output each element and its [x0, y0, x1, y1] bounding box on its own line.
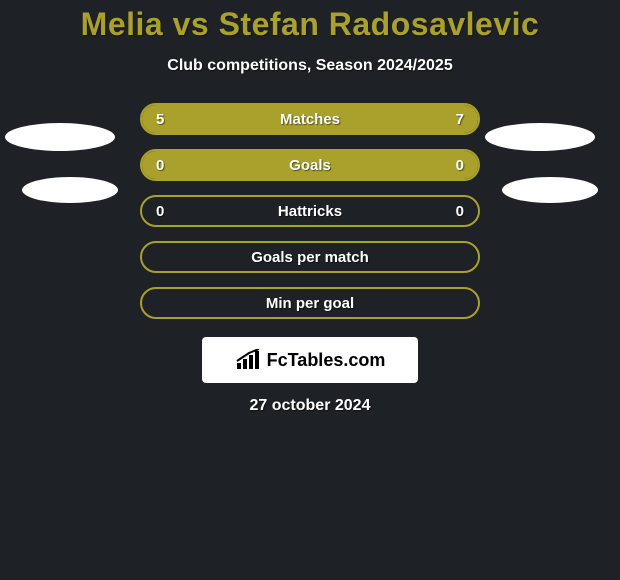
- stat-row: Matches57: [140, 103, 480, 135]
- logo-box: FcTables.com: [202, 337, 418, 383]
- stat-fill-right: [276, 105, 478, 133]
- page-title: Melia vs Stefan Radosavlevic: [0, 0, 620, 43]
- stat-fill-left: [142, 151, 478, 179]
- stat-value-left: 0: [156, 151, 164, 179]
- stat-value-left: 5: [156, 105, 164, 133]
- stat-value-right: 0: [456, 151, 464, 179]
- stat-value-left: 0: [156, 197, 164, 225]
- right-player-ellipse: [485, 123, 595, 151]
- left-player-ellipse: [5, 123, 115, 151]
- stat-row: Goals00: [140, 149, 480, 181]
- right-player-ellipse: [502, 177, 598, 203]
- stat-label: Hattricks: [142, 203, 478, 220]
- stat-label: Min per goal: [142, 295, 478, 312]
- stat-value-right: 0: [456, 197, 464, 225]
- stat-value-right: 7: [456, 105, 464, 133]
- stat-rows: Matches57Goals00Hattricks00Goals per mat…: [140, 103, 480, 319]
- stat-row: Min per goal: [140, 287, 480, 319]
- comparison-infographic: Melia vs Stefan Radosavlevic Club compet…: [0, 0, 620, 580]
- stat-row: Hattricks0 0: [140, 195, 480, 227]
- stat-row: Goals per match: [140, 241, 480, 273]
- stat-label: Goals per match: [142, 249, 478, 266]
- logo-text: FcTables.com: [267, 350, 386, 371]
- left-player-ellipse: [22, 177, 118, 203]
- subtitle: Club competitions, Season 2024/2025: [0, 57, 620, 75]
- bar-chart-icon: [235, 349, 261, 371]
- date-text: 27 october 2024: [0, 397, 620, 415]
